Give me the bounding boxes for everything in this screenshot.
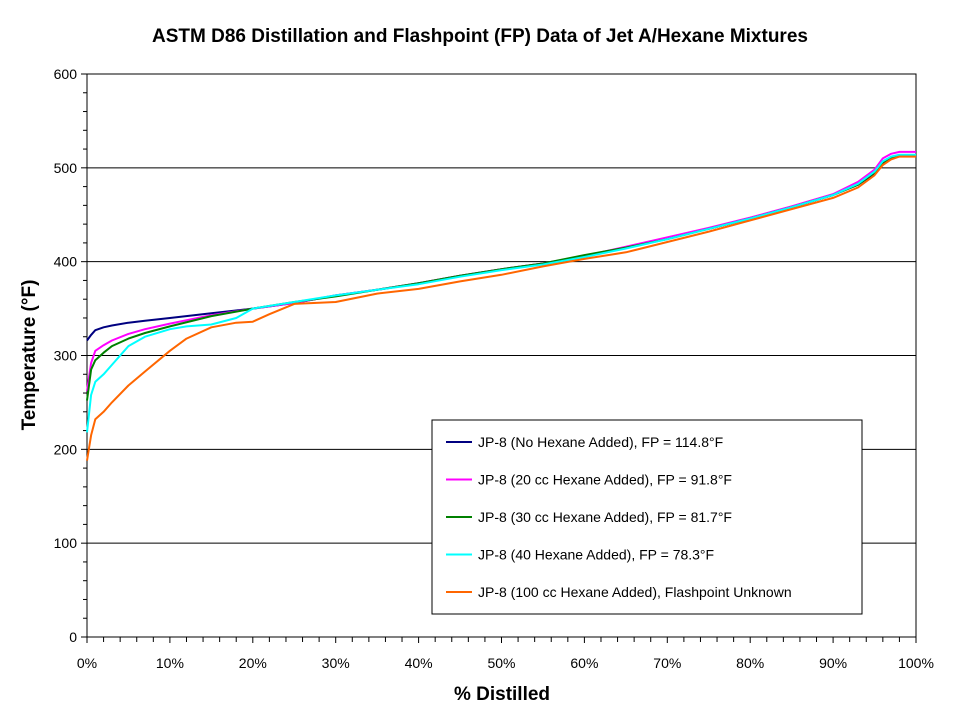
x-tick-label: 0% (77, 655, 97, 671)
x-tick-label: 50% (487, 655, 515, 671)
y-tick-label: 200 (54, 441, 78, 457)
x-tick-label: 90% (819, 655, 847, 671)
legend-box (431, 419, 863, 615)
legend-label-5: JP-8 (100 cc Hexane Added), Flashpoint U… (478, 584, 792, 600)
y-tick-label: 100 (54, 535, 78, 551)
legend-label-3: JP-8 (30 cc Hexane Added), FP = 81.7°F (478, 509, 732, 525)
y-tick-label: 300 (54, 348, 78, 364)
x-tick-label: 100% (898, 655, 934, 671)
legend-label-2: JP-8 (20 cc Hexane Added), FP = 91.8°F (478, 472, 732, 488)
series-line-5 (86, 155, 916, 461)
y-tick-label: 0 (69, 629, 77, 645)
y-tick-label: 600 (54, 66, 78, 82)
axis-layer: 0 100 200 300 400 500 600 0% 10% 20% 30% 40% 50% 60% 7… (54, 66, 934, 671)
legend-label-4: JP-8 (40 Hexane Added), FP = 78.3°F (478, 547, 714, 563)
x-tick-label: 20% (239, 655, 267, 671)
plot-border (86, 73, 917, 638)
x-tick-label: 10% (156, 655, 184, 671)
legend: JP-8 (No Hexane Added), FP = 114.8°F JP-8… (431, 419, 863, 615)
series-line-3 (86, 154, 916, 401)
x-tick-label: 60% (570, 655, 598, 671)
series-layer (86, 150, 916, 461)
series-line-1 (86, 154, 916, 342)
x-tick-label: 80% (736, 655, 764, 671)
y-tick-label: 400 (54, 254, 78, 270)
x-tick-label: 30% (322, 655, 350, 671)
y-tick-label: 500 (54, 160, 78, 176)
x-tick-label: 70% (653, 655, 681, 671)
legend-label-1: JP-8 (No Hexane Added), FP = 114.8°F (478, 434, 723, 450)
chart-title: ASTM D86 Distillation and Flashpoint (FP… (152, 26, 808, 47)
x-axis-title: % Distilled (453, 684, 551, 705)
series-line-4 (86, 153, 916, 433)
x-tick-label: 40% (405, 655, 433, 671)
